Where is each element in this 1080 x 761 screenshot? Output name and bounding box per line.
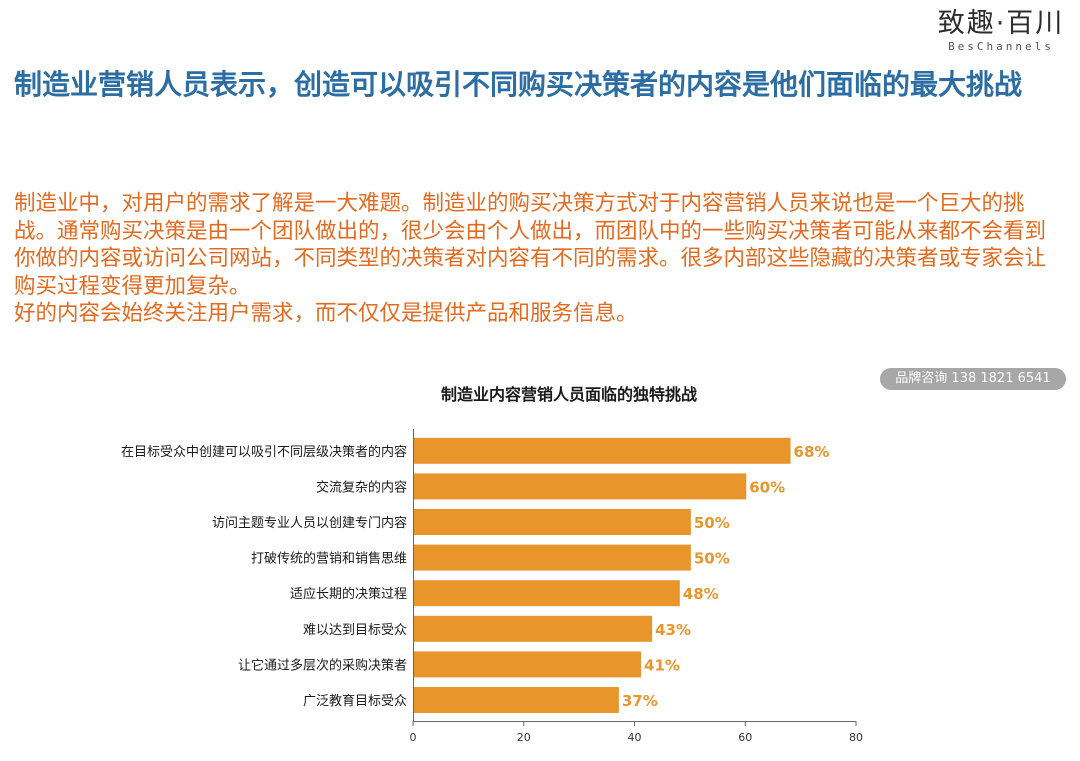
category-label: 交流复杂的内容 — [316, 479, 407, 495]
page-title: 制造业营销人员表示，创造可以吸引不同购买决策者的内容是他们面临的最大挑战 — [14, 68, 1023, 101]
bar — [414, 437, 791, 464]
category-label: 广泛教育目标受众 — [303, 693, 407, 709]
data-label: 50% — [694, 550, 730, 568]
data-label: 68% — [794, 443, 830, 461]
category-label: 打破传统的营销和销售思维 — [251, 551, 407, 567]
bar — [414, 580, 680, 607]
bar — [414, 509, 691, 535]
x-tick-label: 20 — [517, 731, 531, 744]
data-label: 43% — [655, 621, 691, 639]
brand-logo-sub: BesChannels — [948, 40, 1054, 53]
data-label: 41% — [644, 656, 680, 674]
bar — [414, 544, 691, 571]
category-label: 适应长期的决策过程 — [290, 586, 407, 602]
bar — [414, 473, 747, 500]
category-label: 访问主题专业人员以创建专门内容 — [212, 515, 407, 531]
x-tick-label: 80 — [849, 731, 863, 744]
brand-logo: 致趣·百川 BesChannels — [936, 8, 1066, 54]
bar — [414, 615, 653, 642]
bars-layer: 在目标受众中创建可以吸引不同层级决策者的内容 68% 交流复杂的内容 60% 访问主题专… — [121, 437, 830, 713]
contact-watermark: 品牌咨询 138 1821 6541 — [880, 368, 1066, 390]
category-label: 难以达到目标受众 — [303, 623, 407, 638]
category-label: 让它通过多层次的采购决策者 — [238, 657, 407, 673]
x-axis: 0 20 40 60 80 — [410, 429, 863, 744]
body-text: 制造业中，对用户的需求了解是一大难题。制造业的购买决策方式对于内容营销人员来说也… — [14, 190, 1064, 328]
data-label: 50% — [694, 514, 730, 532]
category-label: 在目标受众中创建可以吸引不同层级决策者的内容 — [121, 444, 407, 460]
bar-chart: 制造业内容营销人员面临的独特挑战 在目标受众中创建可以吸引不同层级决策者的内容 6… — [121, 385, 863, 744]
bar — [414, 651, 642, 678]
body-paragraph-1: 制造业中，对用户的需求了解是一大难题。制造业的购买决策方式对于内容营销人员来说也… — [14, 191, 1047, 299]
data-label: 48% — [683, 585, 719, 603]
x-tick-label: 40 — [628, 731, 642, 744]
chart-container: 制造业内容营销人员面临的独特挑战 在目标受众中创建可以吸引不同层级决策者的内容 6… — [0, 376, 1080, 757]
x-tick-label: 60 — [738, 731, 752, 744]
data-label: 37% — [622, 692, 658, 710]
brand-logo-main: 致趣·百川 — [937, 8, 1065, 39]
bar — [414, 687, 619, 713]
chart-title: 制造业内容营销人员面临的独特挑战 — [441, 385, 697, 404]
body-paragraph-2: 好的内容会始终关注用户需求，而不仅仅是提供产品和服务信息。 — [14, 301, 638, 326]
x-tick-label: 0 — [410, 731, 417, 744]
data-label: 60% — [749, 478, 785, 496]
